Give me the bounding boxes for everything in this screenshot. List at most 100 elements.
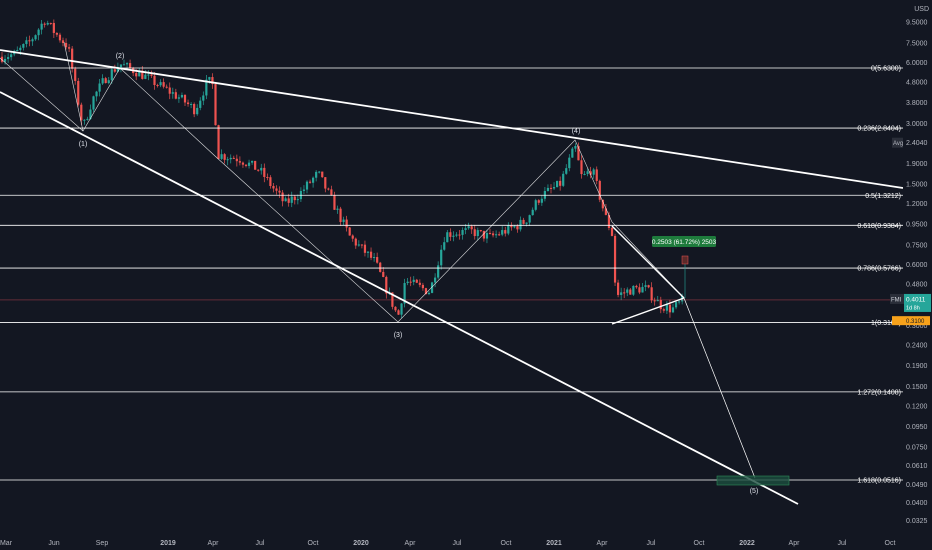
candle-body <box>406 281 409 284</box>
candle-body <box>671 307 675 313</box>
candle-body <box>223 154 226 160</box>
candle-body <box>345 219 348 228</box>
candle-body <box>336 208 339 210</box>
measure-label: 0.2503 (61.72%) 2503 <box>652 239 717 246</box>
candle-body <box>183 94 187 103</box>
price-tick-label: 0.9500 <box>906 222 928 229</box>
candle-body <box>488 232 492 234</box>
candle-body <box>177 97 180 99</box>
time-tick-label: Sep <box>96 540 109 547</box>
time-tick-label: 2021 <box>546 540 562 547</box>
time-tick-label: Apr <box>405 540 417 547</box>
avg-tag-bg <box>892 137 903 148</box>
price-tick-label: 0.3000 <box>906 323 928 330</box>
candle-body <box>491 233 495 236</box>
candle-body <box>525 222 528 224</box>
candle-body <box>135 73 138 77</box>
target-zone-box[interactable] <box>716 475 790 486</box>
candle-body <box>238 161 241 163</box>
candle-body <box>28 40 31 42</box>
candle-body <box>71 48 74 69</box>
candle-body <box>101 78 104 84</box>
candle-body <box>89 109 92 119</box>
candle-body <box>281 192 284 202</box>
candle-body <box>427 292 431 295</box>
time-tick-label: Apr <box>208 540 220 547</box>
price-axis[interactable]: USD 9.5000 7.5000 6.0000 4.8000 3.8000 3.0000 2… <box>890 0 932 536</box>
candle-body <box>632 285 635 295</box>
candle-body <box>150 74 153 76</box>
price-tick-label: 0.0610 <box>906 463 928 470</box>
candle-body <box>580 160 583 175</box>
candle-body <box>546 187 550 191</box>
candle-body <box>83 119 86 121</box>
price-tick-label: 0.0325 <box>906 518 928 525</box>
candle-body <box>424 288 428 295</box>
candle-body <box>275 188 278 191</box>
candle-body <box>293 196 296 201</box>
candle-body <box>540 198 543 203</box>
wedge-upper-line[interactable] <box>611 225 685 299</box>
candle-body <box>318 171 321 173</box>
candle-body <box>601 199 604 209</box>
candle-body <box>461 230 464 235</box>
fib-levels[interactable]: 0(5.6300) 0.236(2.8404) 0.5(1.3212) 0.618(0… <box>0 66 903 485</box>
candle-body <box>440 249 443 266</box>
wedge-lower-line[interactable] <box>611 297 685 325</box>
candle-body <box>287 198 290 203</box>
measure-label-box <box>652 236 716 247</box>
time-tick-label: 2019 <box>160 540 176 547</box>
candle-body <box>156 85 159 87</box>
candle-body <box>470 226 473 230</box>
fib-level-label: 1.272(0.1408) <box>857 389 901 396</box>
candle-body <box>656 300 659 302</box>
measure-tool[interactable]: 0.2503 (61.72%) 2503 <box>652 236 717 298</box>
candle-body <box>559 180 562 186</box>
candle-body <box>369 251 373 258</box>
candle-body <box>77 80 80 105</box>
candle-body <box>113 69 116 72</box>
candle-body <box>360 244 363 246</box>
candle-body <box>479 230 482 232</box>
candle-body <box>144 74 147 79</box>
candle-body <box>138 70 141 77</box>
elliott-wave-path[interactable] <box>0 57 756 479</box>
candle-body <box>635 285 638 288</box>
candle-body <box>650 287 653 301</box>
candle-body <box>202 95 205 101</box>
fib-level-label: 0.5(1.3212) <box>865 193 901 200</box>
candle-body <box>458 234 461 236</box>
candle-body <box>446 232 449 243</box>
wave-1-leg <box>63 41 84 132</box>
candle-body <box>278 190 281 193</box>
candle-body <box>598 180 601 200</box>
candle-body <box>235 158 238 162</box>
candle-body <box>571 148 574 158</box>
candle-body <box>260 167 263 171</box>
price-tick-label: 0.0400 <box>906 500 928 507</box>
candle-body <box>74 68 77 81</box>
wave-labels: (1) (2) (3) (4) (5) <box>79 53 759 495</box>
upper-trendline[interactable] <box>0 49 904 189</box>
candle-body <box>379 262 382 272</box>
price-tick-label: 0.0950 <box>906 424 928 431</box>
candle-body <box>244 164 248 166</box>
candle-body <box>272 185 275 189</box>
candle-body <box>653 300 656 302</box>
wave-label: (1) <box>79 141 88 148</box>
candle-body <box>174 92 177 99</box>
lower-trendline[interactable] <box>0 91 799 505</box>
price-tick-label: 0.7500 <box>906 242 928 249</box>
candle-body <box>641 286 644 293</box>
candle-body <box>376 257 379 263</box>
candle-body <box>577 145 580 161</box>
fib-level-label: 0.236(2.8404) <box>857 126 901 133</box>
time-axis[interactable]: Mar Jun Sep 2019 Apr Jul Oct 2020 Apr Jul Oct 2021 A… <box>0 536 932 550</box>
price-tick-label: 0.1200 <box>906 403 928 410</box>
candle-body <box>516 226 519 230</box>
candle-body <box>617 282 620 295</box>
trendlines[interactable] <box>0 49 904 505</box>
orange-price-tag <box>892 316 930 326</box>
